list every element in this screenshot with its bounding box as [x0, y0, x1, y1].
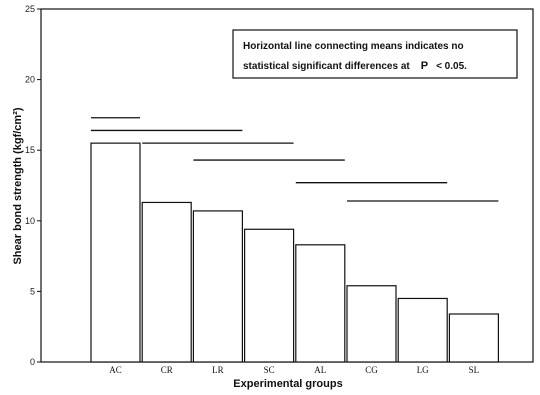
bars — [90, 142, 499, 363]
bar-sl — [448, 313, 499, 363]
bar-cg — [346, 285, 397, 363]
x-tick-label-lg: LG — [417, 365, 429, 375]
annotation-line-2-suffix: < 0.05. — [436, 61, 467, 72]
y-tick-label: 20 — [25, 75, 35, 85]
bar-ac — [90, 142, 141, 363]
bar-lg — [397, 297, 448, 363]
y-tick-label: 25 — [25, 4, 35, 14]
y-tick-label: 15 — [25, 145, 35, 155]
annotation-border — [232, 29, 518, 79]
y-axis-title: Shear bond strength (kgf/cm²) — [12, 107, 24, 264]
x-tick-label-cr: CR — [161, 365, 173, 375]
annotation-line-2-prefix: statistical significant differences at — [243, 61, 410, 72]
y-tick-label: 10 — [25, 216, 35, 226]
x-tick-label-sc: SC — [264, 365, 275, 375]
homogeneous-subset-lines — [91, 117, 499, 202]
annotation-p-symbol: P — [421, 60, 428, 72]
annotation-line-2: statistical significant differences at P… — [243, 56, 467, 73]
annotation-box: Horizontal line connecting means indicat… — [232, 29, 518, 79]
bar-al — [295, 244, 346, 363]
annotation-line-1: Horizontal line connecting means indicat… — [243, 41, 464, 52]
bar-lr — [192, 210, 243, 363]
x-tick-label-cg: CG — [365, 365, 378, 375]
x-tick-label-al: AL — [314, 365, 326, 375]
y-tick-label: 5 — [30, 286, 35, 296]
x-tick-label-sl: SL — [469, 365, 480, 375]
x-axis-title: Experimental groups — [233, 378, 342, 390]
x-tick-label-ac: AC — [109, 365, 122, 375]
y-tick-label: 0 — [30, 357, 35, 367]
bar-cr — [141, 201, 192, 363]
x-tick-label-lr: LR — [212, 365, 224, 375]
bar-sc — [244, 228, 295, 363]
y-axis-ticks: 0 5 10 15 20 25 — [25, 4, 41, 367]
x-axis-labels: AC CR LR SC AL CG LG SL — [109, 365, 479, 375]
